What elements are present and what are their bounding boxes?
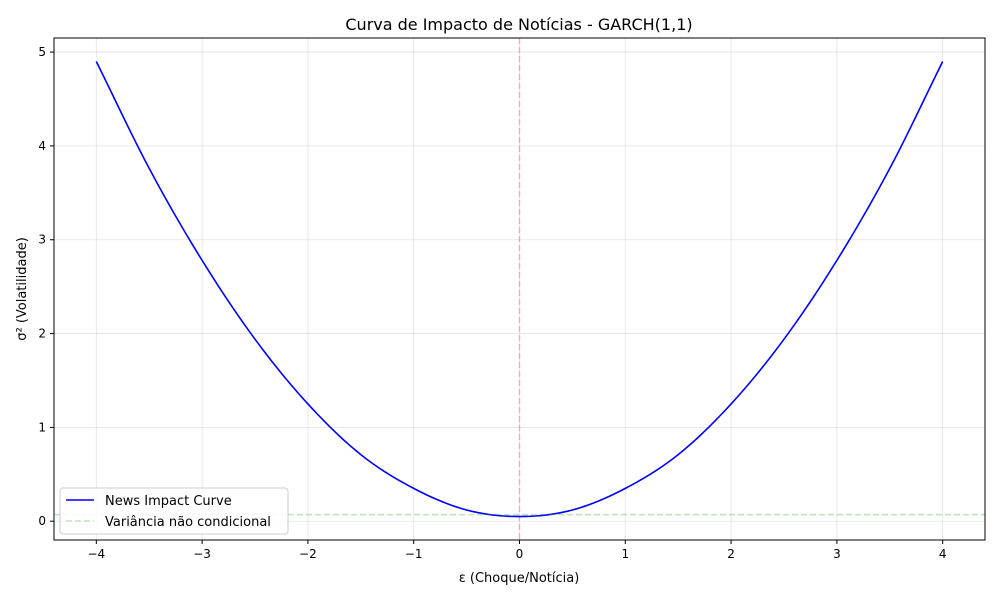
y-tick-label: 0: [38, 514, 46, 528]
legend-label-variancia-nao-condicional: Variância não condicional: [105, 515, 271, 530]
x-tick-label: −1: [405, 547, 423, 561]
y-axis-label: σ² (Volatilidade): [15, 237, 30, 341]
x-axis-ticks: −4 −3 −2 −1 0 1 2 3 4: [87, 540, 947, 561]
y-tick-label: 3: [38, 233, 46, 247]
legend-box: [59, 487, 289, 535]
y-tick-label: 4: [38, 139, 46, 153]
legend: News Impact Curve Variância não condicio…: [59, 487, 289, 535]
x-axis-label: ε (Choque/Notícia): [459, 571, 580, 586]
x-tick-label: 2: [727, 547, 735, 561]
x-tick-label: 1: [621, 547, 629, 561]
y-tick-label: 5: [38, 45, 46, 59]
chart-title: Curva de Impacto de Notícias - GARCH(1,1…: [345, 15, 692, 34]
news-impact-curve-line: [95, 61, 944, 518]
y-tick-label: 2: [38, 327, 46, 341]
grid: [54, 38, 985, 540]
legend-label-news-impact-curve: News Impact Curve: [105, 494, 232, 509]
x-tick-label: −3: [193, 547, 211, 561]
x-tick-label: −4: [87, 547, 105, 561]
x-tick-label: 4: [939, 547, 947, 561]
x-tick-label: 0: [516, 547, 524, 561]
x-tick-label: 3: [833, 547, 841, 561]
y-axis-ticks: 0 1 2 3 4 5: [38, 45, 54, 528]
y-tick-label: 1: [38, 420, 46, 434]
x-tick-label: −2: [299, 547, 317, 561]
